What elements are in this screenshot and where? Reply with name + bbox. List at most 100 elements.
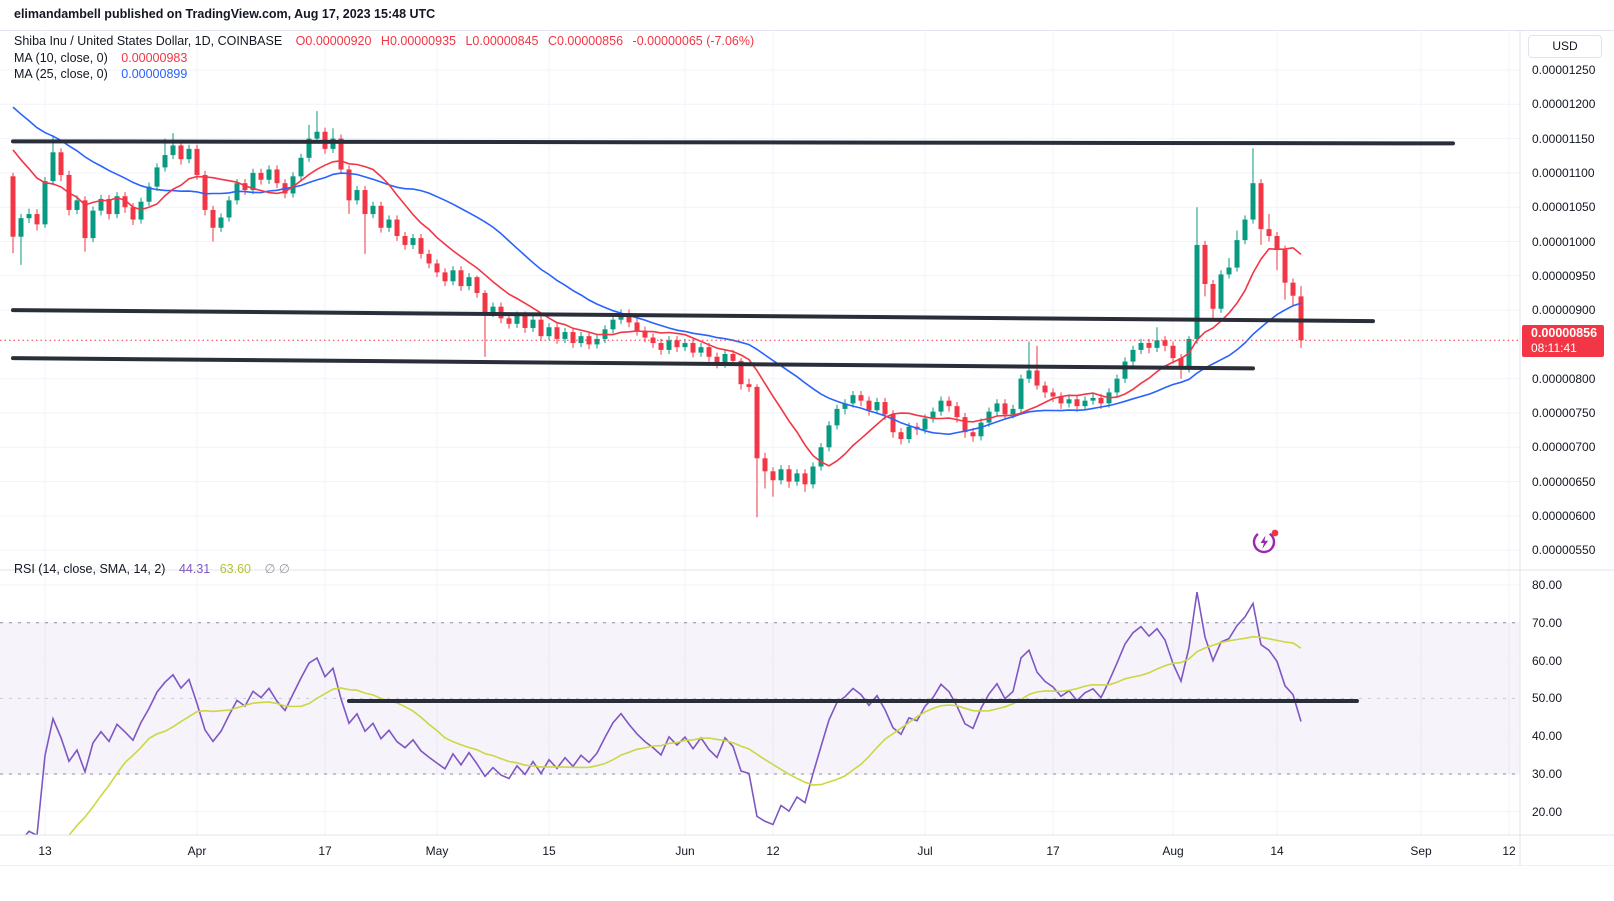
rsi-axis-label: 50.00 bbox=[1532, 691, 1563, 706]
candle-body bbox=[834, 408, 840, 426]
candle-body bbox=[1066, 399, 1072, 404]
candle-body bbox=[754, 386, 760, 459]
candle-body bbox=[874, 402, 880, 411]
candle-body bbox=[898, 432, 904, 440]
candle-body bbox=[1050, 392, 1056, 397]
candle-body bbox=[1282, 249, 1288, 283]
ma10-line bbox=[12, 149, 1302, 467]
footer: TradingView bbox=[0, 866, 1614, 901]
candle-body bbox=[394, 219, 400, 237]
ohlc-low: L0.00000845 bbox=[465, 34, 539, 48]
candle-body bbox=[906, 426, 912, 440]
bar-countdown: 08:11:41 bbox=[1531, 341, 1577, 355]
candle-body bbox=[562, 332, 568, 339]
candle-body bbox=[1098, 397, 1104, 404]
candle-body bbox=[690, 343, 696, 353]
candle-body bbox=[1042, 385, 1048, 393]
time-axis-label: 12 bbox=[766, 844, 780, 858]
currency-toggle-button[interactable]: USD bbox=[1528, 35, 1602, 58]
candle-body bbox=[34, 214, 40, 225]
time-axis-label: 14 bbox=[1270, 844, 1284, 858]
candle-body bbox=[458, 270, 464, 287]
price-axis-label: 0.00001250 bbox=[1532, 63, 1596, 77]
candle-body bbox=[706, 347, 712, 357]
candle-body bbox=[514, 315, 520, 324]
candle-body bbox=[978, 422, 984, 437]
candle-body bbox=[1266, 229, 1272, 237]
candle-body bbox=[1194, 244, 1200, 339]
candle-body bbox=[130, 207, 136, 220]
time-axis-label: Sep bbox=[1410, 844, 1432, 858]
rsi-axis-label: 80.00 bbox=[1532, 578, 1563, 592]
candle-body bbox=[162, 155, 168, 168]
candle-body bbox=[1138, 343, 1144, 350]
rsi-label: RSI (14, close, SMA, 14, 2) bbox=[14, 562, 166, 576]
rsi-line bbox=[24, 591, 1302, 835]
rsi-sma-line bbox=[68, 635, 1302, 835]
candle-body bbox=[922, 418, 928, 430]
candle-body bbox=[18, 218, 24, 237]
candle-body bbox=[146, 186, 152, 202]
time-axis-label: Apr bbox=[187, 844, 207, 858]
candle-body bbox=[58, 152, 64, 175]
mid-support-line[interactable] bbox=[11, 308, 1375, 324]
candle-body bbox=[802, 473, 808, 485]
candle-body bbox=[258, 172, 264, 180]
candle-body bbox=[986, 411, 992, 423]
candle-body bbox=[114, 196, 120, 215]
candle-body bbox=[10, 176, 16, 237]
candle-body bbox=[1162, 340, 1168, 346]
candle-body bbox=[434, 263, 440, 273]
candle-body bbox=[538, 319, 544, 337]
candle-body bbox=[82, 200, 88, 239]
candle-body bbox=[522, 315, 528, 328]
price-axis-label: 0.00000650 bbox=[1532, 474, 1596, 489]
candle-body bbox=[74, 200, 80, 210]
rsi-axis-label: 60.00 bbox=[1532, 653, 1563, 668]
candle-body bbox=[666, 340, 672, 350]
published-bar: elimandambell published on TradingView.c… bbox=[0, 0, 1614, 31]
candle-body bbox=[298, 157, 304, 177]
candle-body bbox=[490, 306, 496, 313]
last-price-value: 0.00000856 bbox=[1531, 326, 1598, 340]
candle-body bbox=[850, 395, 856, 404]
candle-body bbox=[274, 169, 280, 184]
candle-body bbox=[378, 205, 384, 228]
candle-body bbox=[1010, 408, 1016, 415]
ma25-label: MA (25, close, 0) bbox=[14, 67, 108, 81]
candle-body bbox=[466, 277, 472, 287]
ma25-line bbox=[12, 106, 1302, 436]
candle-body bbox=[1234, 240, 1240, 268]
candle-body bbox=[698, 347, 704, 353]
candle-body bbox=[1290, 282, 1296, 296]
candle-body bbox=[818, 447, 824, 467]
candle-body bbox=[762, 458, 768, 472]
time-axis-label: Jun bbox=[675, 844, 695, 858]
candle-body bbox=[1210, 284, 1216, 309]
candle-body bbox=[106, 198, 112, 215]
time-axis-label: Jul bbox=[917, 844, 933, 858]
ohlc-open: O0.00000920 bbox=[295, 34, 372, 48]
candle-body bbox=[474, 277, 480, 293]
price-axis-label: 0.00001200 bbox=[1532, 97, 1596, 112]
lightning-icon[interactable] bbox=[1250, 527, 1284, 557]
candle-body bbox=[50, 152, 56, 182]
upper-resistance-line[interactable] bbox=[11, 139, 1455, 146]
candle-body bbox=[722, 354, 728, 364]
time-axis-label: 17 bbox=[1046, 844, 1060, 858]
candle-body bbox=[714, 356, 720, 364]
candle-body bbox=[1146, 343, 1152, 348]
candle-body bbox=[482, 292, 488, 313]
candle-body bbox=[1122, 361, 1128, 379]
candle-body bbox=[506, 318, 512, 324]
candle-body bbox=[658, 343, 664, 350]
candle-body bbox=[610, 319, 616, 330]
candle-body bbox=[1002, 403, 1008, 415]
lower-support-line[interactable] bbox=[11, 356, 1255, 371]
time-axis-label: May bbox=[425, 844, 449, 858]
candle-body bbox=[970, 432, 976, 437]
symbol-title: Shiba Inu / United States Dollar, 1D, CO… bbox=[14, 34, 283, 48]
candle-body bbox=[1178, 358, 1184, 369]
price-axis-label: 0.00000700 bbox=[1532, 440, 1596, 455]
